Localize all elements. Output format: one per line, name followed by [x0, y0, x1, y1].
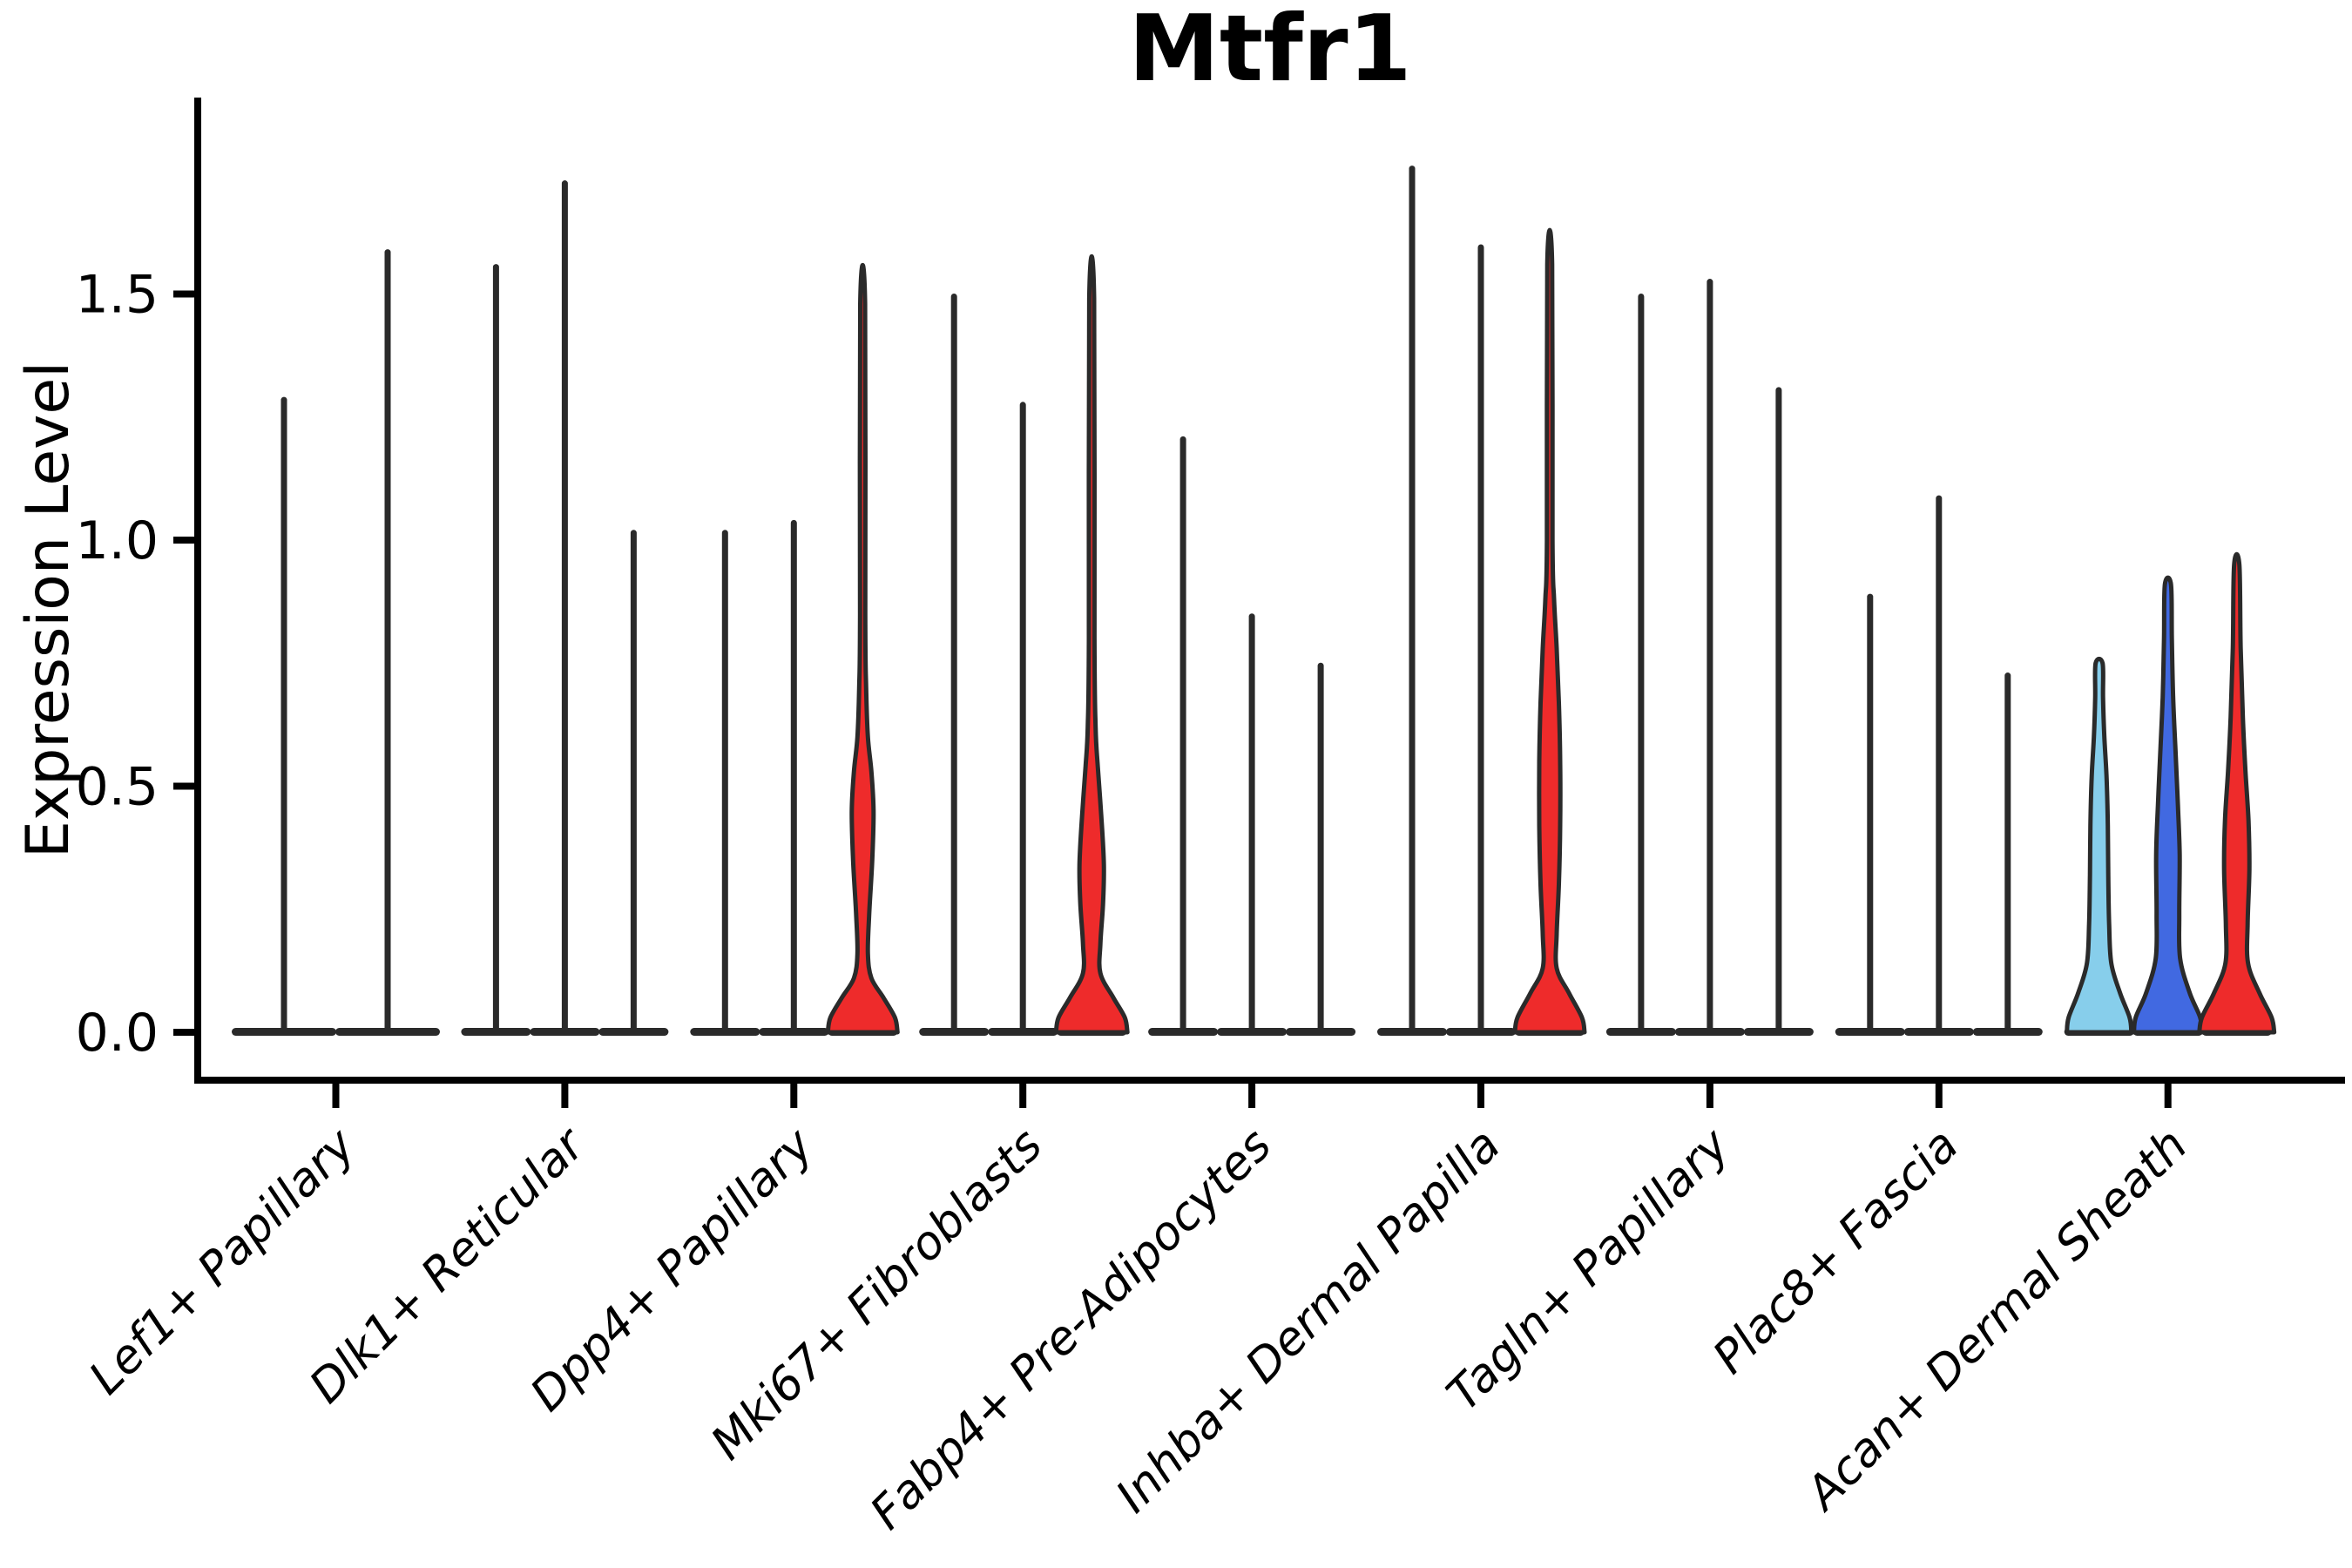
axes-layer — [173, 98, 2345, 1108]
x-tick-label: Inhba+ Dermal Papilla — [1106, 1119, 1511, 1523]
x-tick-label: Acan+ Dermal Sheath — [1794, 1119, 2198, 1522]
y-tick-label: 0.5 — [76, 757, 159, 818]
violins-layer — [232, 166, 2277, 1036]
x-tick-label: Fabp4+ Pre-Adipocytes — [861, 1119, 1282, 1540]
violin-body — [2197, 551, 2277, 1035]
violin-body — [1053, 253, 1130, 1035]
y-tick-label: 1.0 — [76, 510, 159, 571]
violin-body — [2132, 575, 2205, 1035]
y-tick-label: 1.5 — [76, 265, 159, 326]
violin-body — [2065, 656, 2134, 1035]
y-tick-label: 0.0 — [76, 1003, 159, 1064]
violin-body — [1512, 227, 1587, 1035]
x-tick-label: Plac8+ Fascia — [1703, 1119, 1969, 1384]
chart-title: Mtfr1 — [1128, 0, 1411, 102]
y-axis-label: Expression Level — [14, 362, 83, 858]
violin-body — [825, 262, 900, 1035]
